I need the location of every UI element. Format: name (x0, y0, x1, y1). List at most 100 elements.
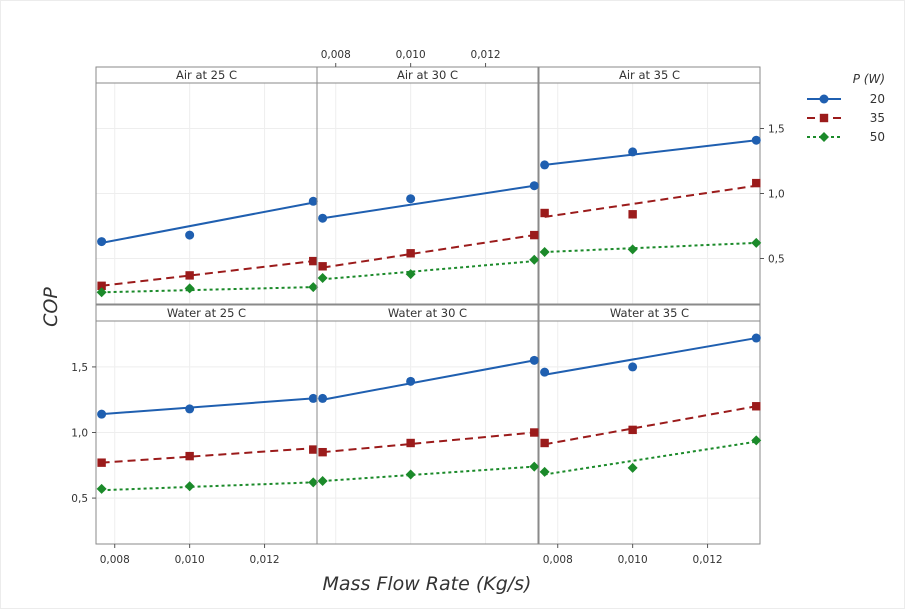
y-tick-label: 1,0 (768, 189, 785, 201)
fit-line-35 (322, 234, 535, 269)
data-point-35 (185, 271, 194, 280)
x-tick-label: 0,012 (471, 49, 501, 61)
data-point-50 (751, 435, 762, 446)
panel-water-at-30-c: Water at 30 C (316, 304, 540, 545)
panel-water-at-35-c: Water at 35 C 0,008 0,010 0,012 (538, 304, 762, 566)
fit-line-50 (544, 440, 757, 476)
x-tick-label: 0,010 (618, 554, 648, 566)
data-point-35 (530, 428, 539, 437)
data-point-50 (405, 269, 416, 280)
data-point-35 (752, 402, 761, 411)
data-point-20 (540, 367, 550, 377)
x-tick-label: 0,010 (175, 554, 205, 566)
fit-line-20 (322, 359, 535, 401)
panel-water-at-25-c: Water at 25 C 0,008 0,010 0,012 0,5 1,0 1,5 (71, 304, 319, 566)
data-point-20 (628, 147, 638, 157)
data-point-20 (406, 194, 416, 204)
data-point-50 (539, 247, 550, 257)
data-point-20 (529, 181, 539, 191)
data-point-35 (628, 425, 637, 435)
data-point-35 (406, 438, 415, 448)
data-point-35 (540, 438, 549, 448)
fit-line-50 (101, 481, 314, 492)
legend-label-20: 20 (870, 92, 885, 106)
panel-label: Water at 25 C (167, 306, 246, 320)
data-point-50 (539, 466, 550, 477)
fit-line-35 (544, 184, 757, 218)
fit-line-20 (101, 201, 314, 244)
data-point-20 (540, 160, 550, 170)
x-tick-label: 0,012 (250, 554, 280, 566)
fit-line-50 (322, 465, 535, 483)
panel-air-at-30-c: Air at 30 C 0,008 0,010 0,012 (316, 49, 540, 305)
data-point-35 (309, 445, 318, 454)
data-point-35 (97, 281, 106, 290)
panel-label: Air at 25 C (176, 68, 237, 82)
data-point-35 (406, 249, 415, 258)
data-point-20 (308, 196, 318, 206)
data-point-50 (529, 461, 540, 472)
panel-label: Water at 35 C (610, 306, 689, 320)
y-tick-label: 0,5 (71, 493, 88, 505)
data-point-20 (406, 376, 416, 386)
data-point-50 (308, 477, 319, 488)
fit-line-50 (101, 286, 314, 294)
data-point-35 (97, 458, 106, 467)
x-tick-label: 0,008 (543, 554, 573, 566)
fit-line-20 (101, 397, 314, 416)
legend-marker-20 (819, 94, 829, 104)
fit-line-50 (322, 260, 535, 281)
y-tick-label: 0,5 (768, 254, 785, 266)
data-point-20 (529, 355, 539, 365)
data-point-20 (185, 230, 195, 240)
legend: 20 35 50 (807, 92, 885, 144)
y-tick-label: 1,0 (71, 428, 88, 440)
data-point-50 (317, 476, 328, 487)
fit-line-20 (544, 139, 757, 166)
legend-label-50: 50 (870, 130, 885, 144)
data-point-50 (96, 287, 107, 298)
y-tick-label: 1,5 (71, 362, 88, 374)
data-point-50 (308, 282, 319, 293)
data-point-35 (628, 210, 637, 219)
data-point-35 (318, 447, 327, 457)
data-point-35 (752, 178, 761, 188)
panel-border (538, 320, 761, 545)
data-point-20 (308, 393, 318, 403)
data-point-20 (751, 333, 761, 343)
data-point-35 (185, 451, 194, 461)
legend-title: P (W) (853, 72, 885, 86)
data-point-20 (318, 213, 328, 223)
x-tick-label: 0,008 (321, 49, 351, 61)
data-point-50 (317, 273, 328, 283)
y-axis-label: COP (40, 287, 62, 327)
fit-line-35 (101, 447, 314, 464)
data-point-20 (185, 404, 195, 414)
y-tick-label: 1,5 (768, 124, 785, 136)
legend-marker-35 (819, 113, 829, 123)
legend-label-35: 35 (870, 111, 885, 125)
x-tick-label: 0,012 (693, 554, 723, 566)
data-point-50 (529, 254, 540, 265)
fit-line-20 (322, 184, 535, 220)
fit-line-35 (322, 431, 535, 454)
fit-line-20 (544, 337, 757, 376)
data-point-20 (97, 409, 107, 419)
fit-line-35 (544, 405, 757, 446)
data-point-50 (405, 469, 416, 480)
data-point-35 (540, 208, 549, 218)
panel-air-at-35-c: Air at 35 C 0,5 1,0 1,5 (538, 66, 785, 305)
panel-border (316, 82, 539, 305)
data-point-50 (184, 481, 195, 492)
fit-line-35 (101, 260, 314, 287)
data-point-35 (309, 256, 318, 266)
data-point-50 (627, 462, 638, 473)
x-tick-label: 0,008 (100, 554, 130, 566)
data-point-20 (628, 362, 638, 372)
data-point-20 (318, 393, 328, 403)
data-point-50 (96, 483, 107, 494)
data-point-50 (184, 283, 195, 294)
x-tick-label: 0,010 (396, 49, 426, 61)
